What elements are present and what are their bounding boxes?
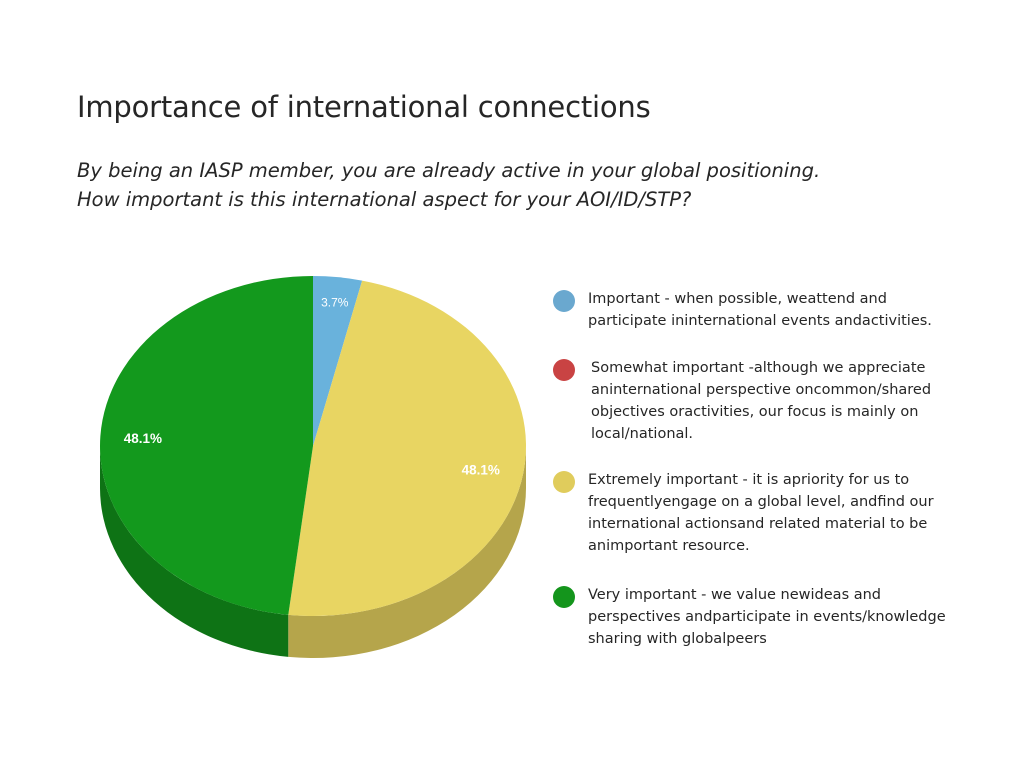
- legend-swatch: [553, 359, 575, 381]
- pie-slice: [99, 276, 314, 615]
- legend-label-line: animportant resource.: [588, 538, 750, 554]
- slice-value-label: 48.1%: [124, 431, 162, 446]
- legend-label-line: participate ininternational events andac…: [588, 313, 932, 329]
- legend-label: Extremely important - it is apriority fo…: [588, 469, 948, 557]
- pie-slice: [313, 276, 363, 446]
- legend-label-line: Somewhat important -although we apprecia…: [591, 360, 926, 376]
- legend-label-line: perspectives andparticipate in events/kn…: [588, 609, 946, 625]
- legend-label-line: frequentlyengage on a global level, andf…: [588, 494, 934, 510]
- pie-slice-side: [288, 446, 526, 658]
- legend-label-line: objectives oractivities, our focus is ma…: [591, 404, 919, 420]
- legend-label-line: local/national.: [591, 426, 694, 442]
- legend-label-line: sharing with globalpeers: [588, 631, 767, 647]
- pie-side-group: [100, 446, 526, 658]
- legend-label: Important - when possible, weattend and p…: [588, 288, 948, 332]
- chart-title: Importance of international connections: [77, 90, 651, 124]
- pie-label-group: 3.7% 48.1% 48.1%: [124, 295, 500, 477]
- subtitle-line-1: By being an IASP member, you are already…: [77, 159, 821, 182]
- legend-label-line: Very important - we value newideas and: [588, 587, 882, 603]
- legend-label-line: Extremely important - it is apriority fo…: [588, 472, 910, 488]
- legend-label-line: Important - when possible, weattend and: [588, 291, 887, 307]
- legend-label: Somewhat important -although we apprecia…: [591, 357, 951, 445]
- chart-subtitle: By being an IASP member, you are already…: [77, 156, 957, 214]
- legend-label-line: aninternational perspective oncommon/sha…: [591, 382, 932, 398]
- pie-top-group: [99, 276, 527, 617]
- legend-swatch: [553, 586, 575, 608]
- slice-value-label: 48.1%: [462, 463, 500, 478]
- legend-swatch: [553, 290, 575, 312]
- legend-label-line: international actionsand related materia…: [588, 516, 928, 532]
- subtitle-line-2: How important is this international aspe…: [77, 188, 692, 211]
- pie-slice-side: [100, 446, 289, 657]
- slice-value-label: 3.7%: [321, 295, 349, 309]
- legend-swatch: [553, 471, 575, 493]
- pie-slice: [288, 280, 527, 617]
- legend-label: Very important - we value newideas and pe…: [588, 584, 948, 650]
